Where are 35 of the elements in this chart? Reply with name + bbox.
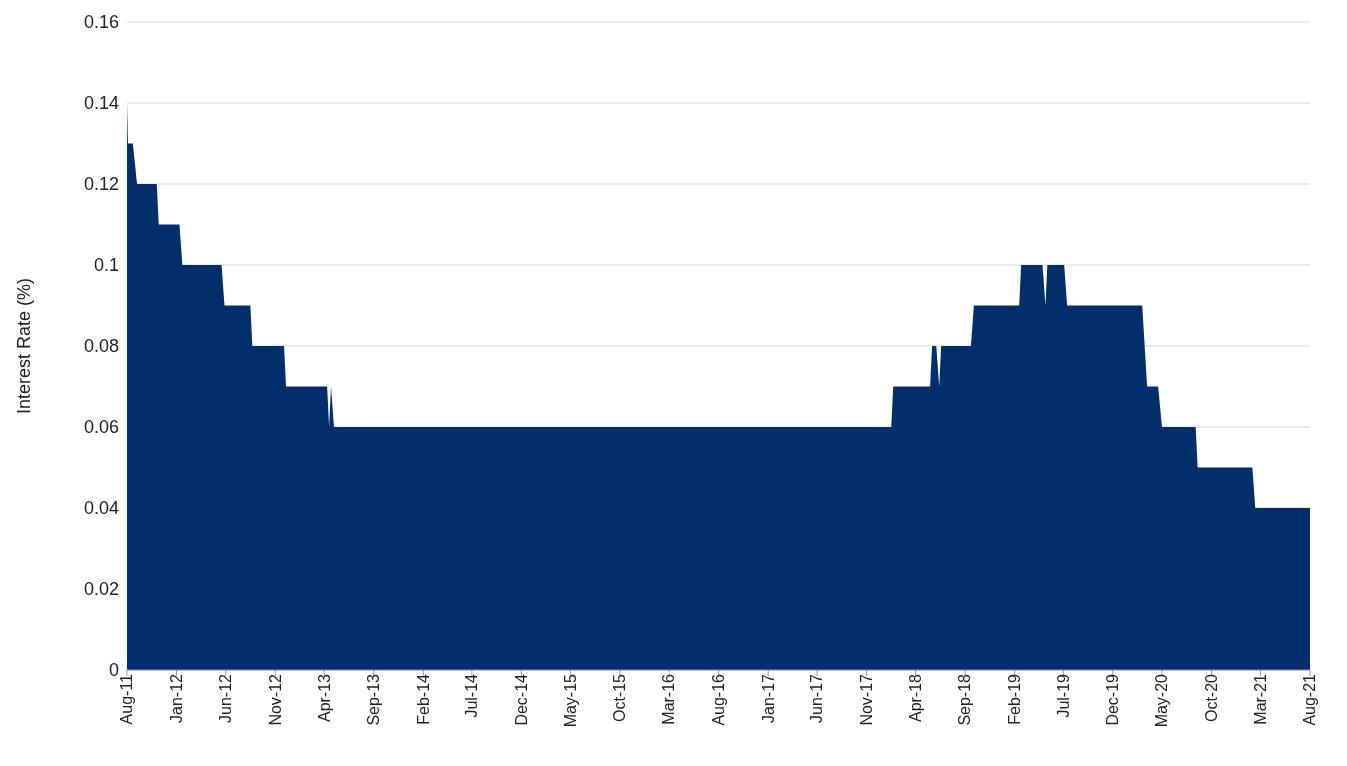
x-tick-label: Jul-19: [1054, 673, 1072, 718]
x-tick-label: Feb-19: [1006, 673, 1024, 725]
x-tick-label: Aug-21: [1301, 673, 1319, 726]
x-tick-label: Jan-12: [167, 673, 185, 723]
x-tick-label: Aug-11: [118, 673, 136, 725]
y-tick-label: 0.1: [93, 255, 119, 276]
x-tick-label: Sep-13: [365, 673, 383, 726]
y-tick-label: 0.04: [83, 498, 119, 519]
x-tick-label: Sep-18: [956, 673, 974, 726]
x-tick-label: Nov-12: [266, 673, 284, 726]
x-tick-label: Dec-14: [512, 673, 530, 726]
y-tick-label: 0.08: [83, 336, 119, 357]
x-tick-label: Dec-19: [1104, 673, 1122, 726]
x-tick-label: Feb-14: [414, 673, 432, 725]
x-tick-label: Jun-17: [808, 673, 826, 723]
x-tick-label: Nov-17: [858, 673, 876, 726]
y-tick-label: 0.12: [83, 174, 119, 195]
x-tick-label: Oct-20: [1202, 673, 1220, 723]
y-tick-label: 0: [108, 660, 119, 681]
x-tick-label: May-20: [1153, 673, 1171, 728]
y-tick-label: 0.06: [83, 417, 119, 438]
y-axis-title: Interest Rate (%): [14, 277, 35, 415]
x-tick-label: Jan-17: [759, 673, 777, 723]
x-tick-label: Apr-18: [906, 673, 924, 723]
x-tick-label: Apr-13: [315, 673, 333, 723]
x-tick-label: Jun-12: [217, 673, 235, 723]
y-tick-label: 0.02: [83, 579, 119, 600]
x-tick-label: Oct-15: [611, 673, 629, 723]
y-tick-label: 0.14: [83, 93, 119, 114]
x-tick-label: May-15: [561, 673, 579, 728]
x-tick-label: Aug-16: [710, 673, 728, 726]
x-tick-label: Jul-14: [463, 673, 481, 718]
x-tick-label: Mar-21: [1251, 673, 1269, 725]
y-tick-label: 0.16: [83, 12, 119, 33]
x-tick-label: Mar-16: [660, 673, 678, 725]
